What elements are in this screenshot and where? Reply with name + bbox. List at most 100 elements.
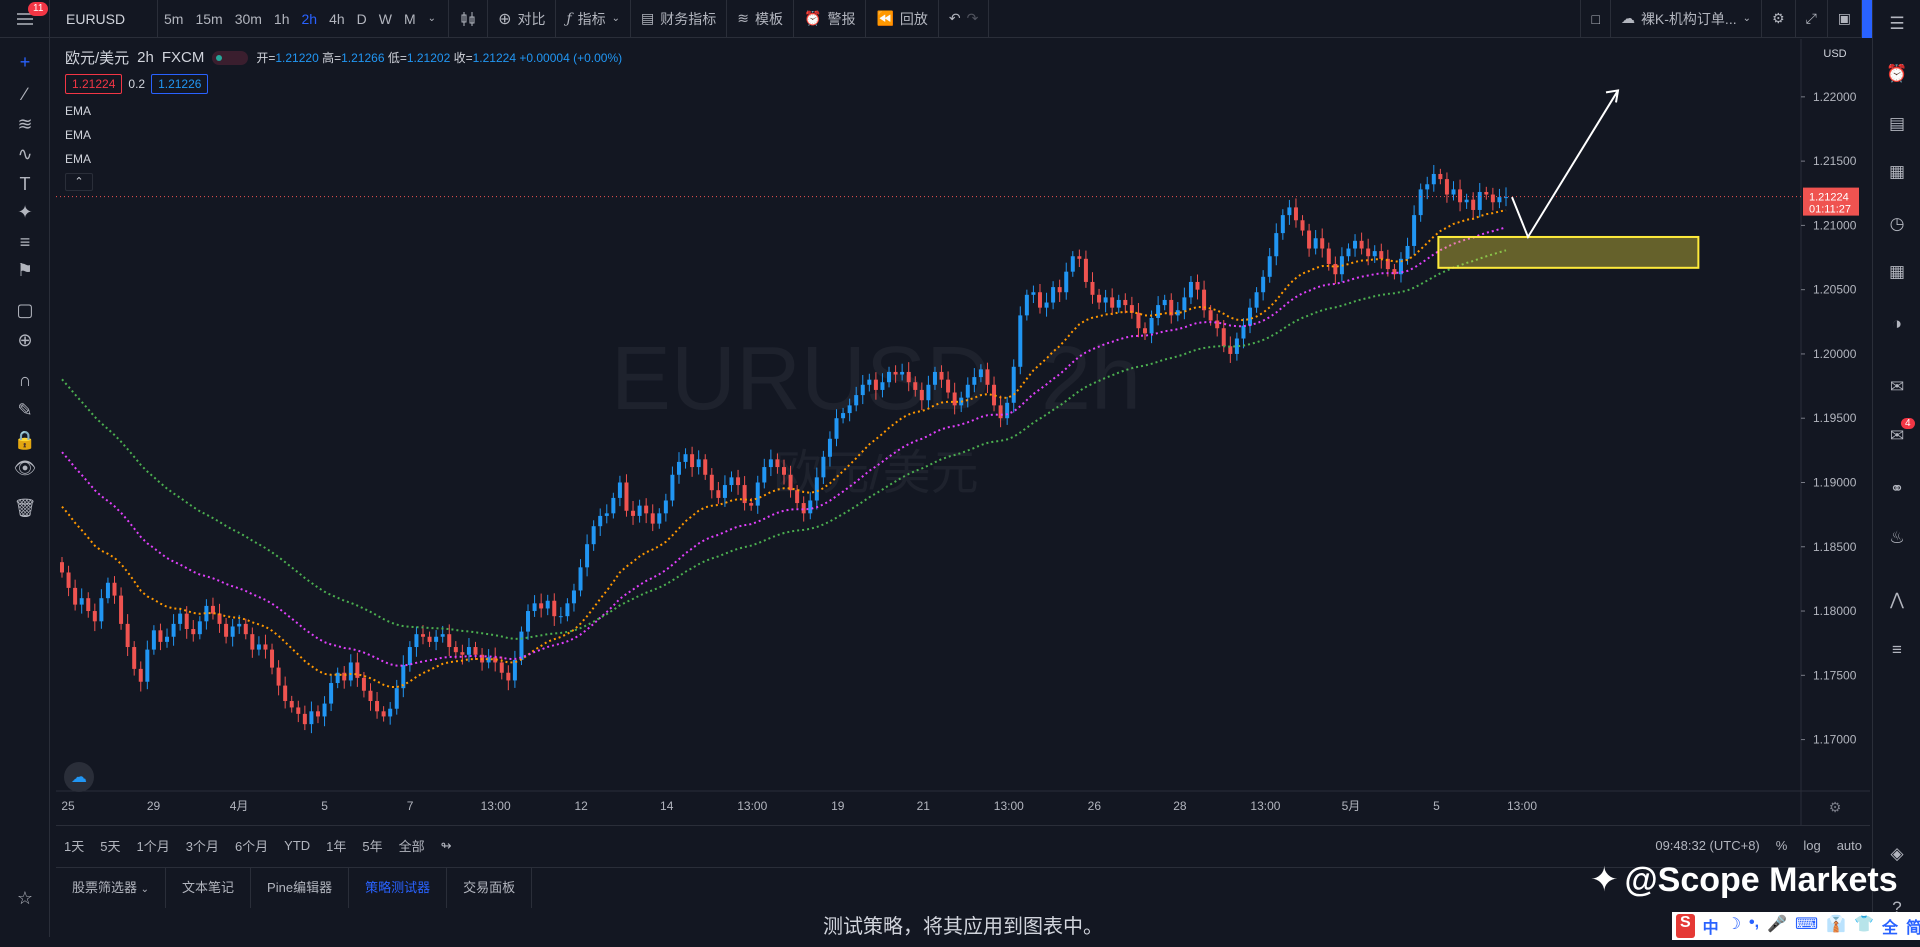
goto-date-icon[interactable]: ↬	[440, 837, 452, 853]
percent-toggle[interactable]: %	[1775, 838, 1788, 853]
clock-time[interactable]: 09:48:32 (UTC+8)	[1655, 838, 1760, 853]
tab-strategy-tester[interactable]: 策略测试器	[349, 867, 448, 908]
replay-button[interactable]: ⏪ 回放	[866, 0, 939, 38]
undo-icon[interactable]: ↶	[948, 10, 961, 26]
trash-icon[interactable]: 🗑	[13, 497, 37, 518]
ime-logo[interactable]: S	[1676, 914, 1695, 938]
alarm-icon[interactable]: ⏰	[1886, 64, 1908, 83]
financials-button[interactable]: ▤ 财务指标	[631, 0, 728, 38]
candle-body	[873, 379, 878, 390]
range-1y[interactable]: 1年	[326, 839, 347, 854]
idea-icon[interactable]: ◑	[1891, 314, 1903, 333]
star-icon[interactable]: ☆	[16, 887, 34, 908]
cloud-logo-icon[interactable]: ☁	[64, 762, 94, 792]
ema-legend-1[interactable]: EMA	[65, 104, 92, 118]
buy-button[interactable]: 1.21226	[151, 74, 209, 94]
range-5d[interactable]: 5天	[100, 839, 121, 854]
compare-button[interactable]: ⊕ 对比	[488, 0, 557, 38]
measure-group-icon[interactable]: ≡	[19, 231, 31, 252]
price-chart[interactable]: EURUSD, 2h欧元/美元USD1.220001.215001.210001…	[56, 39, 1870, 825]
lock-icon[interactable]: 🔒	[13, 429, 37, 450]
snapshot-button[interactable]: ▣	[1828, 0, 1862, 38]
calendar-icon[interactable]: ▦	[1888, 262, 1906, 281]
candle-body	[1326, 248, 1331, 264]
alerts-button[interactable]: ⏰ 警报	[794, 0, 867, 38]
prediction-icon[interactable]: ✦	[17, 201, 33, 222]
dom-icon[interactable]: ≡	[1892, 640, 1902, 659]
eye-icon[interactable]: 👁	[13, 457, 37, 478]
chevron-down-icon[interactable]: ⌄	[427, 13, 437, 24]
sell-button[interactable]: 1.21224	[65, 74, 123, 94]
candle-body	[906, 371, 911, 383]
ime-fullwidth[interactable]: 全	[1881, 920, 1898, 937]
range-6m[interactable]: 6个月	[234, 839, 269, 854]
tab-pine-editor[interactable]: Pine编辑器	[251, 867, 350, 908]
streams-icon[interactable]: ✉ 4	[1885, 418, 1915, 448]
ime-chinese[interactable]: 中	[1702, 920, 1719, 937]
templates-button[interactable]: ≋ 模板	[727, 0, 795, 38]
ema-legend-2[interactable]: EMA	[65, 128, 92, 142]
interval-30m[interactable]: 30m	[234, 10, 262, 27]
layers-icon[interactable]: ◈	[1890, 844, 1904, 863]
range-ytd[interactable]: YTD	[284, 838, 311, 853]
ime-skin[interactable]: 👔	[1826, 916, 1847, 933]
ime-voice[interactable]: 🎤	[1767, 916, 1787, 933]
chat-icon[interactable]: ✉	[1889, 377, 1905, 396]
watchlist-icon[interactable]: ☰	[1889, 14, 1905, 33]
symbol-search-button[interactable]: EURUSD	[50, 0, 158, 38]
range-3m[interactable]: 3个月	[185, 839, 219, 854]
market-status-toggle[interactable]	[212, 50, 249, 65]
candle-body	[375, 701, 380, 712]
help-icon[interactable]: ?	[1892, 898, 1902, 917]
tab-screener[interactable]: 股票筛选器 ⌄	[56, 867, 167, 908]
interval-d[interactable]: D	[356, 10, 367, 27]
text-icon[interactable]: T	[19, 173, 31, 194]
magnet-icon[interactable]: ∩	[18, 369, 32, 390]
ime-keyboard[interactable]: ⌨	[1795, 916, 1819, 933]
chart-style-button[interactable]	[449, 0, 489, 38]
news-icon[interactable]: ▤	[1888, 114, 1906, 133]
tab-trading-panel[interactable]: 交易面板	[447, 867, 533, 908]
crosshair-icon[interactable]: +	[19, 51, 31, 72]
menu-button[interactable]: 11	[0, 0, 50, 38]
emoji-icon[interactable]: ⚑	[16, 259, 34, 280]
interval-4h[interactable]: 4h	[329, 10, 345, 27]
interval-1h[interactable]: 1h	[273, 10, 290, 27]
trend-line-icon[interactable]: ∕	[23, 83, 27, 104]
fib-icon[interactable]: ≋	[17, 113, 33, 134]
fullscreen-button[interactable]: ⤢	[1796, 0, 1828, 38]
tab-text-notes[interactable]: 文本笔记	[166, 867, 252, 908]
ema-legend-3[interactable]: EMA	[65, 152, 92, 166]
indicators-button[interactable]: ƒ 指标 ⌄	[556, 0, 632, 38]
bell-icon[interactable]: ♨	[1889, 528, 1905, 547]
range-1m[interactable]: 1个月	[136, 839, 170, 854]
collapse-legend-button[interactable]: ⌃	[65, 173, 93, 191]
redo-icon[interactable]: ↷	[966, 10, 979, 26]
interval-m[interactable]: M	[404, 10, 416, 27]
range-5y[interactable]: 5年	[362, 839, 383, 854]
interval-w[interactable]: W	[378, 10, 392, 27]
interval-2h[interactable]: 2h	[301, 10, 318, 27]
range-1d[interactable]: 1天	[64, 839, 85, 854]
settings-button[interactable]: ⚙	[1762, 0, 1796, 38]
data-window-icon[interactable]: ◷	[1889, 214, 1905, 233]
pattern-icon[interactable]: ∿	[17, 143, 33, 164]
log-toggle[interactable]: log	[1803, 838, 1821, 853]
hotlist-icon[interactable]: ▦	[1888, 162, 1906, 181]
layout-name-button[interactable]: ☁ 裸K-机构订单... ⌄	[1611, 0, 1762, 38]
ruler-icon[interactable]: ▢	[16, 299, 34, 320]
fullscreen-layout-button[interactable]: □	[1580, 0, 1611, 38]
candle-body	[663, 500, 668, 514]
interval-15m[interactable]: 15m	[195, 10, 223, 27]
zoom-in-icon[interactable]: ⊕	[17, 329, 33, 350]
interval-5m[interactable]: 5m	[164, 10, 184, 27]
signal-icon[interactable]: ⚭	[1889, 479, 1905, 498]
ime-tools[interactable]: 👕	[1854, 916, 1874, 933]
auto-toggle[interactable]: auto	[1836, 838, 1862, 853]
pencil-lock-icon[interactable]: ✎	[17, 399, 33, 420]
ime-punct[interactable]: •,	[1749, 914, 1760, 931]
range-all[interactable]: 全部	[398, 839, 425, 854]
ime-moon[interactable]: ☽	[1726, 916, 1742, 933]
trading-icon[interactable]: ⋀	[1890, 590, 1904, 609]
ime-simplified[interactable]: 简	[1905, 920, 1920, 937]
